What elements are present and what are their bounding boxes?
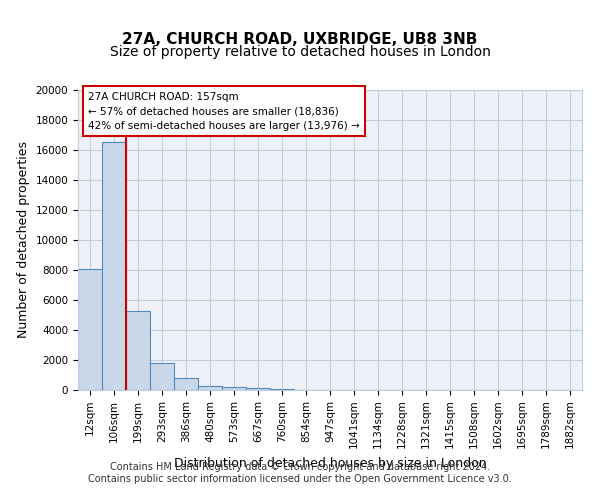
Text: 27A CHURCH ROAD: 157sqm
← 57% of detached houses are smaller (18,836)
42% of sem: 27A CHURCH ROAD: 157sqm ← 57% of detache…: [88, 92, 360, 131]
Bar: [270, 388, 294, 390]
Text: 27A, CHURCH ROAD, UXBRIDGE, UB8 3NB: 27A, CHURCH ROAD, UXBRIDGE, UB8 3NB: [122, 32, 478, 48]
Bar: [246, 388, 270, 390]
Bar: [222, 387, 246, 390]
Bar: [150, 363, 174, 390]
Bar: [198, 386, 222, 390]
Bar: [78, 268, 102, 390]
Text: Contains HM Land Registry data © Crown copyright and database right 2024.: Contains HM Land Registry data © Crown c…: [110, 462, 490, 472]
Text: Contains public sector information licensed under the Open Government Licence v3: Contains public sector information licen…: [88, 474, 512, 484]
X-axis label: Distribution of detached houses by size in London: Distribution of detached houses by size …: [173, 457, 487, 470]
Y-axis label: Number of detached properties: Number of detached properties: [17, 142, 30, 338]
Bar: [102, 142, 126, 390]
Bar: [174, 378, 198, 390]
Text: Size of property relative to detached houses in London: Size of property relative to detached ho…: [110, 45, 490, 59]
Bar: [126, 310, 150, 390]
